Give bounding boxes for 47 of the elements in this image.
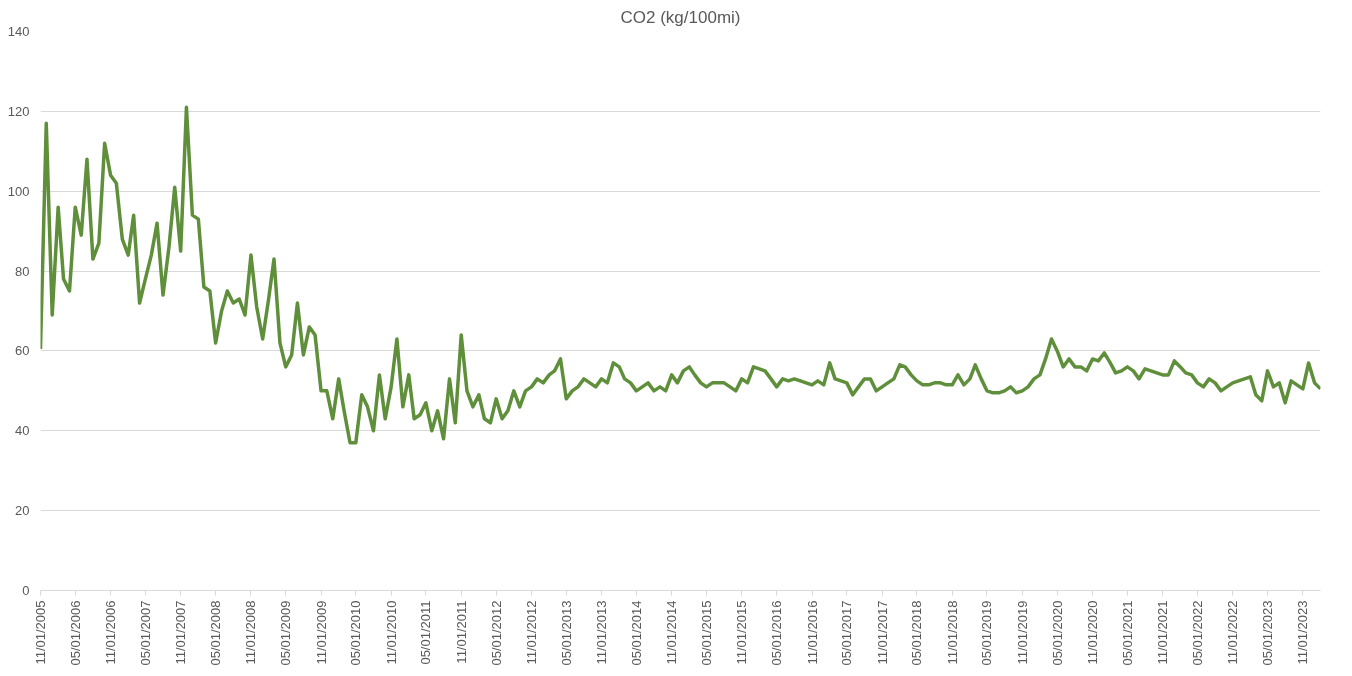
x-tick-label: 05/01/2019 [979,600,995,666]
y-tick-label: 120 [7,103,30,119]
x-tick-label: 11/01/2007 [173,600,189,665]
x-tick-label: 11/01/2021 [1155,600,1171,665]
x-tick-label: 11/01/2022 [1225,600,1241,665]
x-tick-label: 05/01/2011 [418,600,434,665]
x-tick-label: 11/01/2017 [874,600,890,665]
x-tick-label: 05/01/2006 [67,600,83,666]
x-tick-label: 05/01/2015 [698,600,714,666]
x-tick-label: 11/01/2010 [383,600,399,665]
x-tick-label: 05/01/2016 [769,600,785,666]
x-tick-label: 11/01/2016 [804,600,820,665]
x-tick-label: 11/01/2013 [594,600,610,665]
x-tick-label: 11/01/2008 [243,600,259,665]
x-tick-label: 05/01/2018 [909,600,925,666]
x-tick-label: 11/01/2012 [523,600,539,665]
x-tick-label: 05/01/2008 [208,600,224,666]
x-tick-label: 11/01/2019 [1014,600,1030,665]
y-tick-label: 140 [7,24,30,39]
line-series [40,105,1321,445]
x-tick-label: 11/01/2005 [33,600,48,665]
x-tick-label: 05/01/2009 [278,600,294,666]
x-tick-label: 05/01/2007 [137,600,153,666]
x-tick-label: 05/01/2014 [628,600,644,666]
x-tick-label: 11/01/2023 [1295,600,1311,665]
x-tick-label: 05/01/2010 [348,600,364,666]
x-tick-label: 11/01/2011 [453,600,469,664]
x-tick-label: 05/01/2012 [488,600,504,666]
x-tick-label: 11/01/2020 [1085,600,1101,665]
y-tick-label: 40 [15,423,30,439]
x-tick-label: 11/01/2014 [664,600,680,665]
x-tick-label: 11/01/2018 [944,600,960,665]
x-tick-label: 05/01/2020 [1049,600,1065,666]
y-tick-label: 20 [15,503,30,519]
y-tick-label: 60 [15,343,30,359]
x-tick-label: 11/01/2009 [313,600,329,665]
x-tick-label: 05/01/2023 [1260,600,1275,666]
x-tick-label: 11/01/2006 [103,600,119,665]
y-tick-label: 100 [7,183,30,199]
chart-title: CO2 (kg/100mi) [620,7,741,27]
y-tick-label: 80 [15,263,30,279]
y-tick-label: 0 [22,583,30,598]
x-tick-label: 05/01/2022 [1189,600,1205,666]
x-tick-label: 05/01/2013 [558,600,574,666]
x-tick-label: 11/01/2015 [734,600,750,665]
x-tick-label: 05/01/2017 [839,600,855,666]
x-tick-label: 05/01/2021 [1119,600,1135,666]
